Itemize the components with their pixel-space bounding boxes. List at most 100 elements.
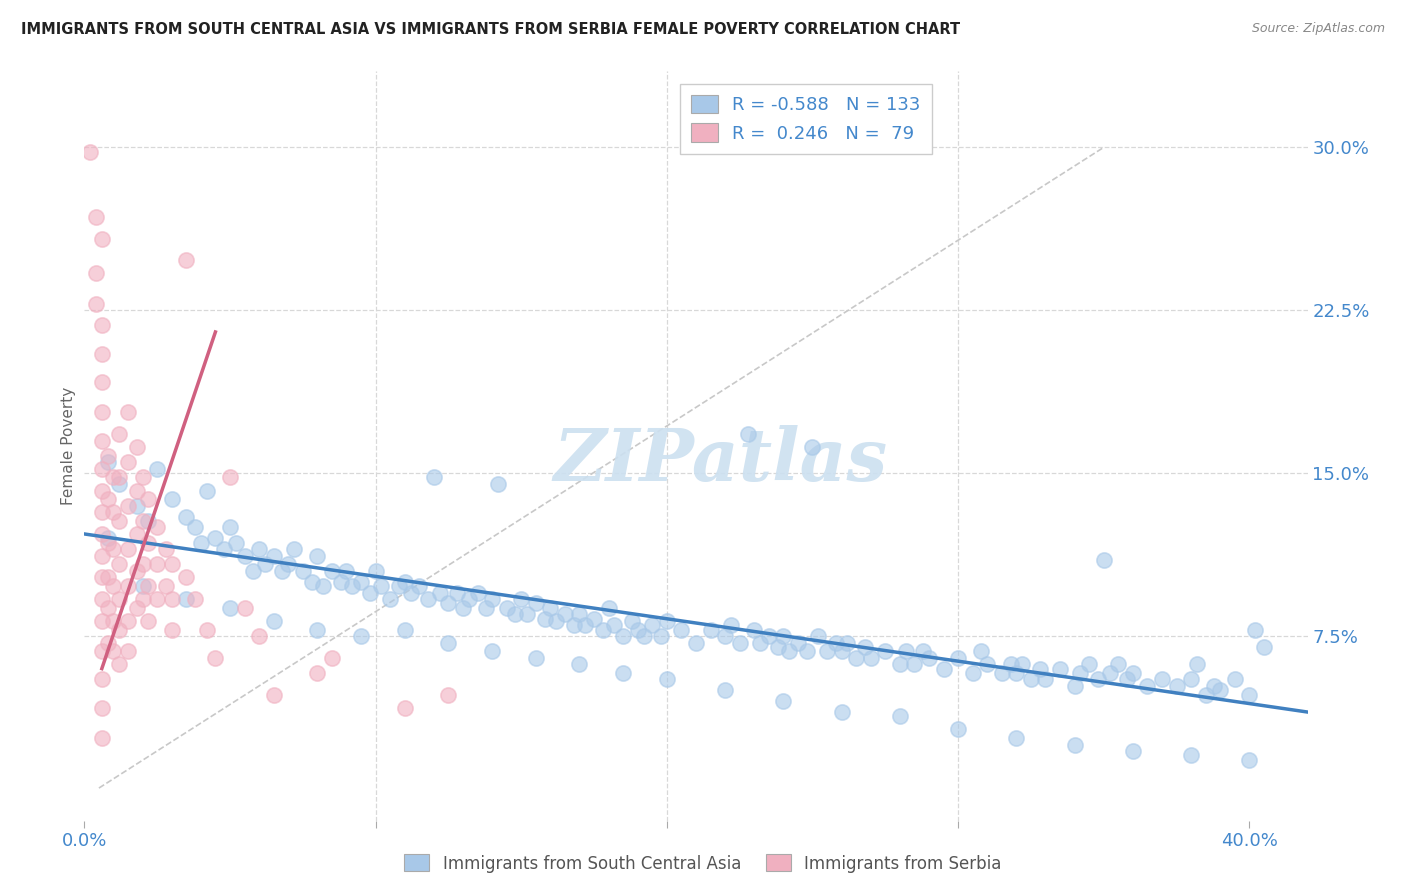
Point (125, 483, 148, 498)
Point (505, 607, 527, 622)
Point (174, 253, 197, 268)
Point (370, 579, 392, 593)
Point (307, 665, 329, 680)
Point (962, 665, 984, 680)
Point (97, 455, 120, 469)
Point (1239, 753, 1261, 767)
Point (117, 455, 139, 469)
Point (146, 592, 169, 607)
Point (728, 635, 751, 649)
Point (1122, 744, 1144, 758)
Point (1019, 673, 1042, 687)
Point (271, 564, 294, 578)
Point (598, 600, 620, 615)
Point (568, 657, 591, 672)
Point (90, 527, 112, 541)
Text: ZIPatlas: ZIPatlas (554, 425, 887, 497)
Point (685, 635, 707, 649)
Point (655, 614, 678, 628)
Point (97, 635, 120, 649)
Point (155, 579, 177, 593)
Point (108, 477, 131, 491)
Point (1136, 679, 1159, 693)
Point (749, 635, 772, 649)
Point (117, 579, 139, 593)
Point (125, 564, 148, 578)
Point (364, 564, 387, 578)
Point (932, 662, 955, 676)
Legend: Immigrants from South Central Asia, Immigrants from Serbia: Immigrants from South Central Asia, Immi… (398, 847, 1008, 880)
Point (1063, 679, 1085, 693)
Point (350, 574, 373, 589)
Point (612, 629, 634, 643)
Point (437, 688, 460, 702)
Point (160, 558, 183, 572)
Point (970, 644, 993, 658)
Point (394, 574, 416, 589)
Point (1209, 683, 1232, 698)
Point (758, 629, 780, 643)
Point (603, 618, 626, 632)
Point (568, 607, 591, 622)
Point (875, 644, 897, 658)
Point (263, 688, 285, 702)
Point (160, 492, 183, 507)
Point (90, 462, 112, 476)
Point (446, 585, 468, 599)
Point (219, 470, 242, 484)
Point (1107, 657, 1129, 672)
Point (655, 673, 678, 687)
Point (131, 592, 153, 607)
Point (486, 477, 509, 491)
Point (131, 470, 153, 484)
Point (108, 514, 131, 528)
Point (495, 600, 517, 615)
Point (103, 579, 125, 593)
Point (467, 585, 489, 599)
Point (103, 644, 125, 658)
Point (1185, 657, 1208, 672)
Point (233, 549, 256, 563)
Point (321, 650, 343, 665)
Point (481, 592, 503, 607)
Point (394, 623, 416, 637)
Point (97, 600, 120, 615)
Point (108, 558, 131, 572)
Point (97, 449, 120, 463)
Point (1087, 673, 1109, 687)
Text: Source: ZipAtlas.com: Source: ZipAtlas.com (1251, 22, 1385, 36)
Point (976, 657, 998, 672)
Point (824, 635, 846, 649)
Point (946, 723, 969, 737)
Point (641, 618, 664, 632)
Point (831, 705, 853, 719)
Point (612, 665, 634, 680)
Point (138, 579, 160, 593)
Point (329, 574, 352, 589)
Point (742, 623, 765, 637)
Point (307, 623, 329, 637)
Point (90, 644, 112, 658)
Point (160, 623, 183, 637)
Point (90, 347, 112, 361)
Point (247, 629, 270, 643)
Point (1098, 665, 1121, 680)
Point (416, 592, 439, 607)
Point (524, 597, 547, 611)
Point (146, 558, 169, 572)
Point (359, 585, 381, 599)
Legend: R = -0.588   N = 133, R =  0.246   N =  79: R = -0.588 N = 133, R = 0.246 N = 79 (681, 84, 932, 153)
Point (671, 623, 693, 637)
Point (263, 549, 285, 563)
Point (388, 579, 411, 593)
Point (219, 520, 242, 534)
Point (380, 592, 402, 607)
Point (204, 650, 226, 665)
Point (90, 375, 112, 389)
Point (90, 505, 112, 519)
Point (301, 574, 323, 589)
Point (117, 614, 139, 628)
Point (90, 405, 112, 419)
Point (845, 650, 868, 665)
Point (277, 558, 299, 572)
